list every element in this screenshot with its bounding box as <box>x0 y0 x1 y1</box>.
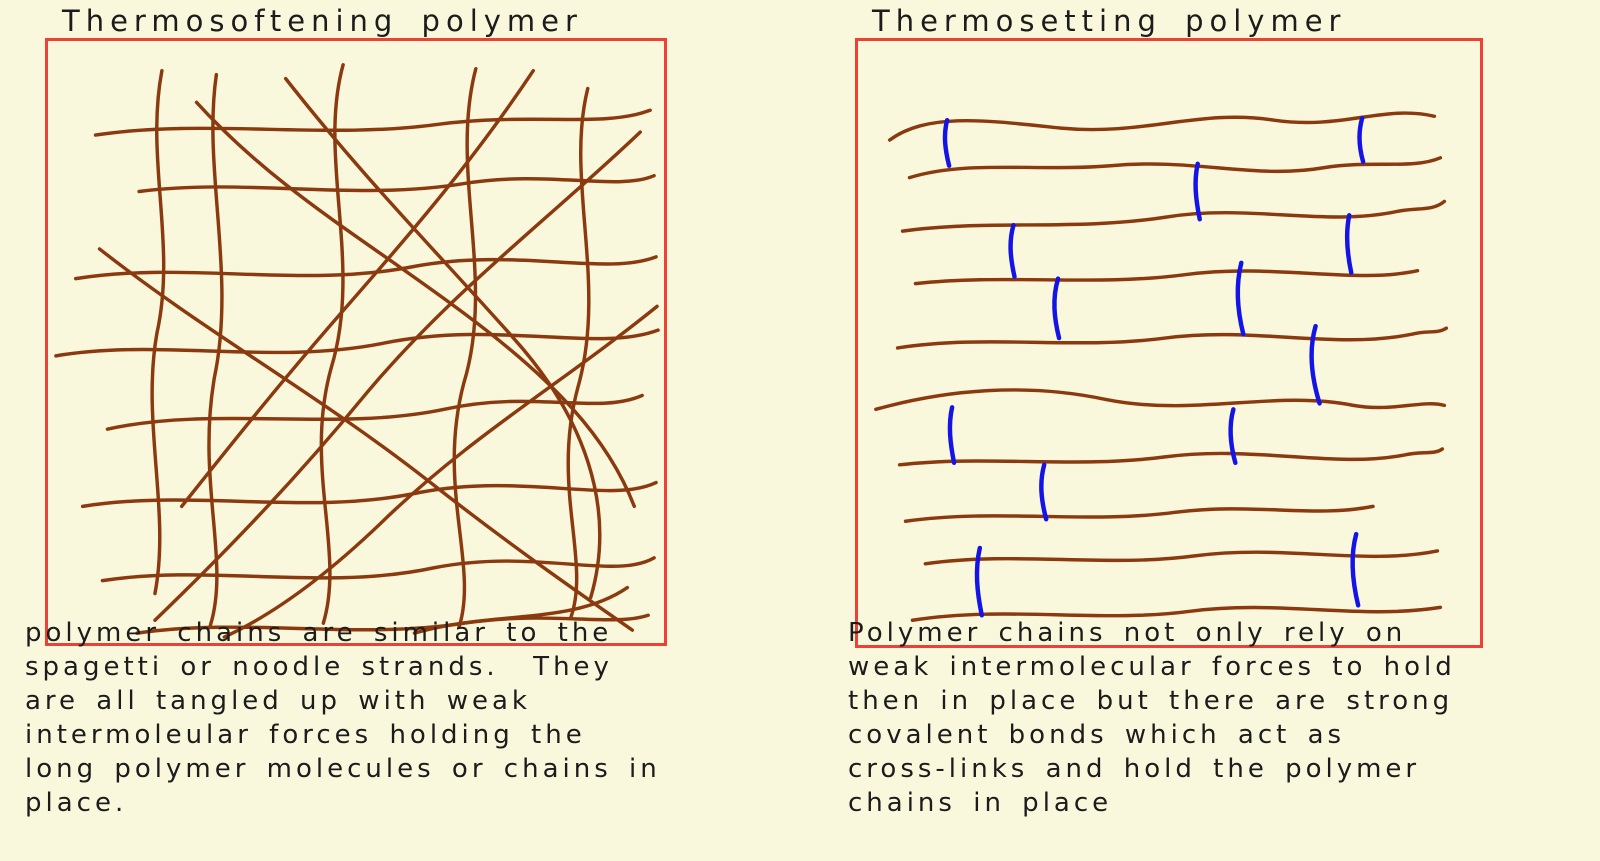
thermosetting-caption: Polymer chains not only rely on weak inte… <box>848 616 1588 820</box>
polymer-chain <box>97 247 635 632</box>
polymer-chain <box>105 393 644 431</box>
polymer-chain <box>566 86 591 619</box>
covalent-cross-link <box>1039 462 1049 522</box>
thermosoftening-title: Thermosoftening polymer <box>62 4 583 38</box>
thermosoftening-caption: polymer chains are similar to the spagett… <box>25 616 785 820</box>
caption-line: intermoleular forces holding the <box>25 720 586 750</box>
polymer-chain <box>93 108 652 137</box>
polymer-chain <box>100 556 656 583</box>
caption-line: polymer chains are similar to the <box>25 618 613 648</box>
covalent-cross-link <box>1309 323 1322 406</box>
polymer-chain <box>897 447 1445 467</box>
polymer-chain <box>179 68 536 509</box>
covalent-cross-link <box>1235 260 1246 337</box>
polymer-chain <box>910 605 1443 622</box>
polymer-chain <box>895 326 1449 350</box>
polymer-chain <box>887 111 1437 142</box>
covalent-cross-link <box>1052 276 1062 341</box>
polymer-chain <box>150 68 166 596</box>
polymer-chain <box>900 199 1447 233</box>
covalent-cross-link <box>1008 222 1017 279</box>
caption-line: then in place but there are strong <box>848 686 1454 716</box>
thermosetting-title: Thermosetting polymer <box>872 4 1347 38</box>
polymer-chain <box>319 63 345 625</box>
polymer-chain <box>283 76 602 600</box>
covalent-cross-link <box>942 117 952 168</box>
caption-line: chains in place <box>848 788 1113 818</box>
caption-line: Polymer chains not only rely on <box>848 618 1407 648</box>
polymer-chain <box>903 504 1375 523</box>
polymer-chain <box>913 268 1420 286</box>
polymer-chain <box>907 156 1443 180</box>
thermosetting-frame <box>855 38 1483 648</box>
caption-line: long polymer molecules or chains in <box>25 754 661 784</box>
covalent-cross-link <box>1228 407 1238 466</box>
thermosoftening-frame <box>45 38 667 646</box>
covalent-cross-link <box>1344 213 1354 275</box>
caption-line: cross-links and hold the polymer <box>848 754 1421 784</box>
covalent-cross-link <box>974 545 985 618</box>
polymer-chain <box>412 585 630 635</box>
covalent-cross-link <box>1357 116 1366 165</box>
polymer-chain <box>194 100 637 509</box>
caption-line: spagetti or noodle strands. They <box>25 652 613 682</box>
caption-line: weak intermolecular forces to hold <box>848 652 1456 682</box>
polymer-chain <box>222 304 659 639</box>
covalent-cross-link <box>947 405 957 466</box>
polymer-chain <box>923 549 1440 566</box>
caption-line: place. <box>25 788 128 818</box>
thermosetting-chains-figure <box>874 111 1449 622</box>
polymer-chain <box>874 388 1447 412</box>
polymer-chain <box>153 130 642 622</box>
caption-line: are all tangled up with weak <box>25 686 531 716</box>
polymer-chain <box>452 66 478 629</box>
polymer-chain <box>54 328 660 358</box>
covalent-cross-link <box>1193 161 1202 222</box>
covalent-cross-link <box>1350 531 1361 608</box>
caption-line: covalent bonds which act as <box>848 720 1346 750</box>
thermosoftening-chains-figure <box>54 63 660 639</box>
